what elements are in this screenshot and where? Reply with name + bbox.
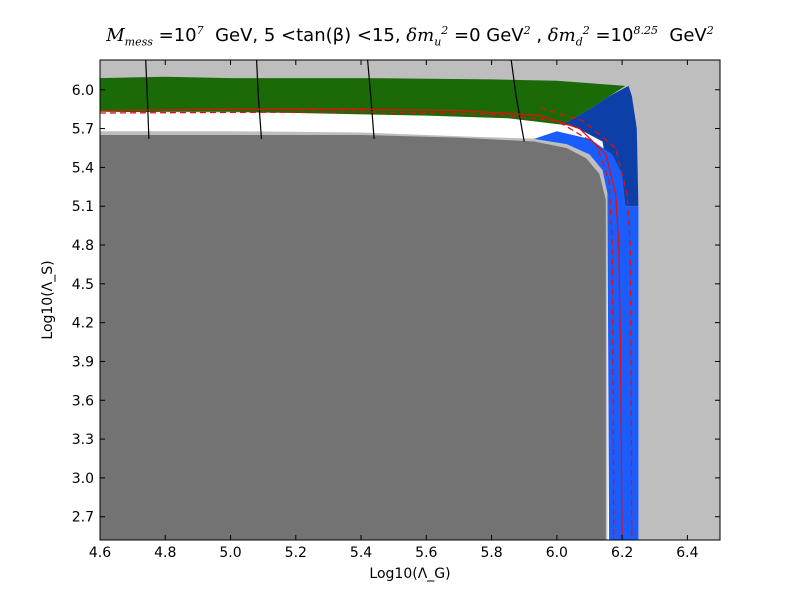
region-dark-blue bbox=[540, 85, 639, 207]
title-eq2: =0 GeV bbox=[448, 25, 524, 46]
y-tick-label: 3.6 bbox=[72, 393, 94, 409]
black-contour-1 bbox=[256, 59, 263, 139]
region-green bbox=[100, 76, 626, 129]
title-gev1: GeV, bbox=[203, 25, 264, 46]
red-dashed-contour-0 bbox=[99, 111, 615, 541]
title-tanb: 5 <tan(β) <15, bbox=[263, 25, 407, 46]
x-tick-label: 5.6 bbox=[415, 545, 437, 561]
y-tick-label: 3.3 bbox=[72, 432, 94, 448]
y-tick-label: 4.8 bbox=[72, 238, 94, 254]
plot-frame bbox=[99, 59, 721, 541]
title-dmd-sup: 2 bbox=[582, 24, 590, 37]
contour-layer bbox=[99, 59, 633, 541]
y-tick-label: 4.5 bbox=[72, 277, 94, 293]
y-tick-label: 4.2 bbox=[72, 316, 94, 332]
x-axis: 4.6 4.8 5.0 5.2 5.4 5.6 5.8 6.0 6.2 6.4 bbox=[89, 60, 699, 561]
y-tick-label: 2.7 bbox=[72, 510, 94, 526]
title-mmess: M bbox=[106, 25, 125, 46]
black-contour-3 bbox=[510, 59, 525, 142]
title-dmu-sub: u bbox=[434, 35, 442, 49]
x-tick-label: 5.0 bbox=[219, 545, 241, 561]
y-tick-label: 6.0 bbox=[72, 83, 94, 99]
x-axis-label: Log10(Λ_G) bbox=[369, 566, 450, 582]
y-tick-label: 5.7 bbox=[72, 122, 94, 138]
y-tick-label: 3.9 bbox=[72, 354, 94, 370]
x-tick-label: 6.0 bbox=[546, 545, 568, 561]
y-tick-label: 3.0 bbox=[72, 471, 94, 487]
region-dark-grey bbox=[100, 135, 606, 540]
title-dmu-sup: 2 bbox=[441, 24, 449, 37]
title-eq3: =10 bbox=[589, 25, 634, 46]
red-solid-contour bbox=[99, 108, 623, 541]
title-comma: , bbox=[530, 25, 548, 46]
title-exp3: 8.25 bbox=[633, 24, 658, 37]
black-contour-2 bbox=[367, 59, 375, 139]
title-sq3: 2 bbox=[706, 24, 714, 37]
title-gev3: GeV bbox=[657, 25, 707, 46]
x-tick-label: 5.8 bbox=[480, 545, 502, 561]
title-mmess-sub: mess bbox=[124, 35, 153, 49]
title-dmd: δm bbox=[547, 25, 576, 46]
x-tick-label: 5.4 bbox=[350, 545, 372, 561]
y-axis-label: Log10(Λ_S) bbox=[40, 260, 56, 339]
title-eq1: =10 bbox=[152, 25, 197, 46]
chart-title: Mmess =107 GeV, 5 <tan(β) <15, δmu2 =0 G… bbox=[0, 24, 800, 49]
x-tick-label: 5.2 bbox=[285, 545, 307, 561]
red-dashed-contour-1 bbox=[540, 107, 633, 541]
y-tick-label: 5.4 bbox=[72, 160, 94, 176]
title-sq2: 2 bbox=[523, 24, 531, 37]
region-layer bbox=[100, 60, 720, 541]
x-tick-label: 6.4 bbox=[676, 545, 698, 561]
title-dmd-sub: d bbox=[575, 35, 583, 49]
x-tick-label: 4.6 bbox=[89, 545, 111, 561]
black-contour-0 bbox=[145, 59, 150, 139]
title-dmu: δm bbox=[406, 25, 435, 46]
y-tick-label: 5.1 bbox=[72, 199, 94, 215]
x-tick-label: 6.2 bbox=[611, 545, 633, 561]
title-exp1: 7 bbox=[196, 24, 204, 37]
y-axis: 2.7 3.0 3.3 3.6 3.9 4.2 4.5 4.8 5.1 5.4 5.7 6.0 bbox=[72, 83, 720, 526]
x-tick-label: 4.8 bbox=[154, 545, 176, 561]
